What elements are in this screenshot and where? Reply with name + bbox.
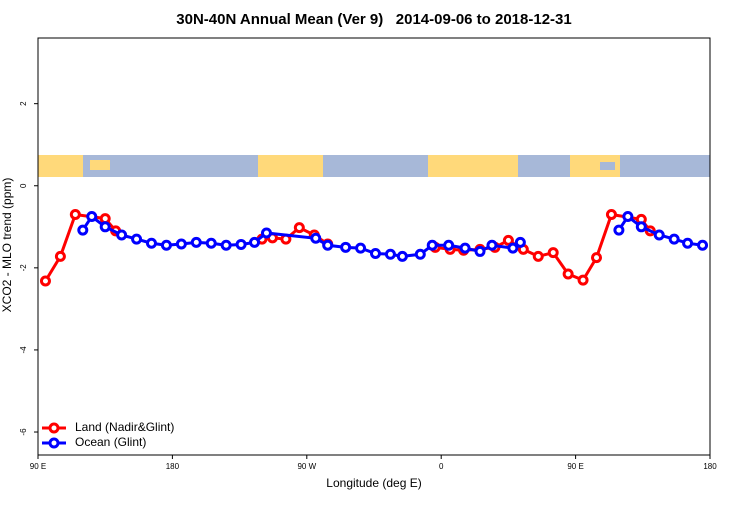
x-tick-label: 0 bbox=[439, 462, 444, 471]
legend-marker bbox=[48, 422, 60, 434]
y-tick-label: -2 bbox=[19, 264, 28, 272]
data-point bbox=[175, 238, 187, 250]
data-point bbox=[249, 236, 261, 248]
y-tick-label: -4 bbox=[19, 346, 28, 354]
data-point bbox=[77, 224, 89, 236]
data-point bbox=[86, 211, 98, 223]
data-point bbox=[220, 239, 232, 251]
data-point bbox=[591, 252, 603, 264]
data-point bbox=[396, 250, 408, 262]
data-point bbox=[605, 208, 617, 220]
data-point bbox=[369, 247, 381, 259]
data-point bbox=[322, 239, 334, 251]
x-tick-label: 180 bbox=[166, 462, 180, 471]
data-point bbox=[260, 227, 272, 239]
data-point bbox=[562, 268, 574, 280]
data-point bbox=[355, 242, 367, 254]
legend-marker bbox=[48, 437, 60, 449]
map-strip bbox=[38, 155, 710, 177]
data-point bbox=[384, 248, 396, 260]
data-point bbox=[613, 224, 625, 236]
data-point bbox=[116, 229, 128, 241]
data-point bbox=[486, 239, 498, 251]
data-point bbox=[293, 222, 305, 234]
x-axis-label: Longitude (deg E) bbox=[326, 476, 421, 490]
x-tick-label: 90 E bbox=[30, 462, 46, 471]
data-point bbox=[39, 275, 51, 287]
y-tick-label: 2 bbox=[19, 101, 28, 106]
data-point bbox=[160, 239, 172, 251]
data-point bbox=[668, 233, 680, 245]
data-point bbox=[235, 238, 247, 250]
data-point bbox=[622, 211, 634, 223]
data-point bbox=[532, 250, 544, 262]
y-tick-label: -6 bbox=[19, 428, 28, 436]
y-tick-label: 0 bbox=[19, 183, 28, 188]
data-point bbox=[635, 221, 647, 233]
data-point bbox=[205, 237, 217, 249]
data-point bbox=[577, 274, 589, 286]
data-point bbox=[459, 242, 471, 254]
data-point bbox=[682, 237, 694, 249]
data-point bbox=[310, 232, 322, 244]
plot-frame bbox=[37, 37, 711, 456]
legend: Land (Nadir&Glint)Ocean (Glint) bbox=[42, 420, 174, 449]
chart-title: 30N-40N Annual Mean (Ver 9) 2014-09-06 t… bbox=[176, 11, 571, 28]
data-point bbox=[547, 247, 559, 259]
x-tick-label: 90 W bbox=[297, 462, 316, 471]
data-point bbox=[414, 248, 426, 260]
data-point bbox=[514, 236, 526, 248]
x-tick-label: 90 E bbox=[567, 462, 583, 471]
data-point bbox=[443, 239, 455, 251]
x-tick-label: 180 bbox=[703, 462, 717, 471]
legend-label: Ocean (Glint) bbox=[75, 435, 146, 449]
data-point bbox=[69, 208, 81, 220]
data-point bbox=[99, 221, 111, 233]
data-point bbox=[653, 229, 665, 241]
data-point bbox=[340, 241, 352, 253]
legend-label: Land (Nadir&Glint) bbox=[75, 420, 174, 434]
y-axis-label: XCO2 - MLO trend (ppm) bbox=[0, 178, 14, 313]
data-point bbox=[507, 242, 519, 254]
data-point bbox=[131, 233, 143, 245]
data-point bbox=[502, 234, 514, 246]
data-point bbox=[145, 237, 157, 249]
data-point bbox=[697, 239, 709, 251]
data-point bbox=[54, 250, 66, 262]
data-point bbox=[426, 239, 438, 251]
data-point bbox=[190, 236, 202, 248]
data-point bbox=[474, 245, 486, 257]
